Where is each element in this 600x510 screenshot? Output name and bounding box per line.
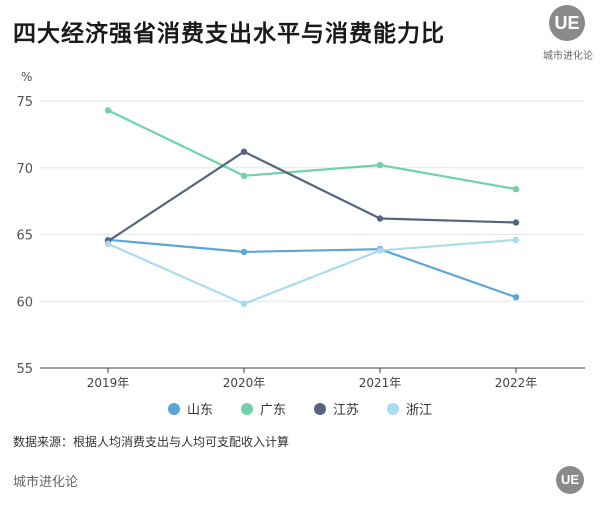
series-line-3 <box>107 238 517 305</box>
chart-legend: 山东 广东 江苏 浙江 <box>0 399 600 418</box>
legend-label: 广东 <box>259 403 286 418</box>
y-tick-label: 60 <box>16 295 33 310</box>
line-chart: 55 60 65 70 75 2019年 2020年 2021年 2022年 <box>16 95 585 390</box>
x-tick-label: 2019年 <box>87 376 130 390</box>
legend-dot <box>314 402 326 415</box>
data-point <box>240 148 248 155</box>
legend-item-guangdong: 广东 <box>240 399 286 418</box>
legend-label: 浙江 <box>406 403 433 418</box>
y-tick-label: 65 <box>16 229 33 244</box>
footer-brand-name: 城市进化论 <box>13 475 79 490</box>
data-point <box>104 240 112 247</box>
footer-ue-logo-icon: UE <box>556 466 584 494</box>
y-axis-unit: % <box>21 70 33 84</box>
x-tick-label: 2020年 <box>223 376 266 390</box>
series-line-2 <box>107 150 517 243</box>
data-point <box>240 172 248 179</box>
x-tick-label: 2021年 <box>359 376 402 390</box>
ue-logo-icon: UE <box>549 5 585 41</box>
y-tick-label: 75 <box>16 95 33 110</box>
legend-label: 江苏 <box>333 403 360 418</box>
data-point <box>376 215 384 222</box>
legend-item-jiangsu: 江苏 <box>314 399 359 418</box>
y-tick-label: 70 <box>16 162 33 177</box>
data-point <box>376 161 384 169</box>
y-tick-label: 55 <box>16 362 33 377</box>
series-line-1 <box>107 109 517 191</box>
legend-dot <box>387 402 400 415</box>
legend-item-shandong: 山东 <box>167 399 213 418</box>
data-point <box>512 294 520 301</box>
data-source-note: 数据来源：根据人均消费支出与人均可支配收入计算 <box>13 435 290 449</box>
data-point <box>376 247 384 254</box>
brand-name: 城市进化论 <box>543 51 593 62</box>
x-tick-label: 2022年 <box>495 376 538 390</box>
legend-dot <box>240 402 253 415</box>
legend-dot <box>167 402 180 415</box>
series-line-0 <box>107 238 517 299</box>
data-point <box>512 236 520 243</box>
data-point <box>512 185 520 193</box>
data-point <box>512 219 520 226</box>
data-point <box>104 107 112 114</box>
data-point <box>240 300 248 308</box>
legend-label: 山东 <box>186 403 213 418</box>
data-point <box>240 248 248 256</box>
legend-item-zhejiang: 浙江 <box>387 399 432 418</box>
brand-logo: UE 城市进化论 <box>540 5 596 63</box>
chart-title: 四大经济强省消费支出水平与消费能力比 <box>13 21 445 47</box>
